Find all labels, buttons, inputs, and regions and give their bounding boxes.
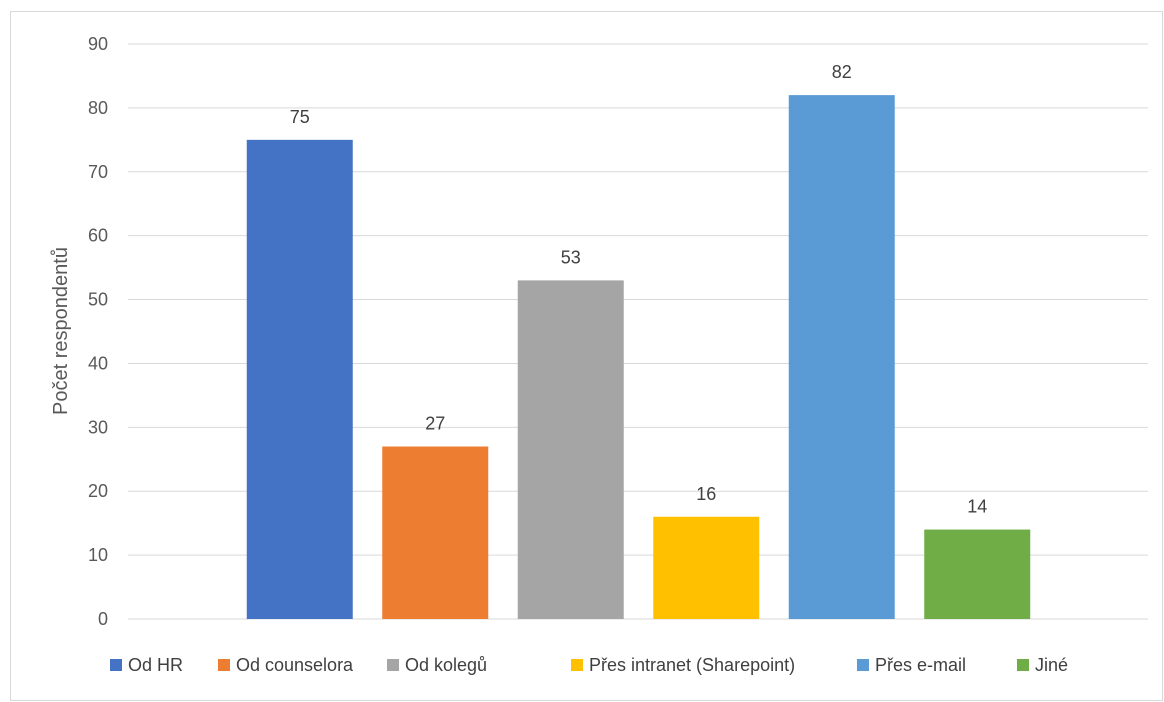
data-label: 53 [561, 247, 581, 267]
legend-label: Jiné [1035, 655, 1068, 675]
data-label: 82 [832, 62, 852, 82]
bar [517, 280, 624, 619]
legend-item: Od counselora [218, 655, 354, 675]
legend-label: Od counselora [236, 655, 354, 675]
y-tick-label: 40 [88, 353, 108, 373]
legend-swatch [1017, 659, 1029, 671]
data-label: 27 [425, 414, 445, 434]
data-label: 16 [696, 484, 716, 504]
legend-label: Od HR [128, 655, 183, 675]
y-tick-label: 80 [88, 98, 108, 118]
legend-swatch [571, 659, 583, 671]
y-tick-label: 70 [88, 162, 108, 182]
legend-label: Od kolegů [405, 655, 487, 675]
y-tick-label: 0 [98, 609, 108, 629]
data-label: 14 [967, 497, 987, 517]
legend: Od HR Od counselora Od kolegů Přes intranet… [110, 655, 1068, 675]
legend-item: Přes intranet (Sharepoint) [571, 655, 795, 675]
legend-item: Jiné [1017, 655, 1068, 675]
legend-swatch [387, 659, 399, 671]
legend-swatch [218, 659, 230, 671]
y-axis-ticks: 0 10 20 30 40 50 60 70 80 90 [88, 34, 108, 629]
y-tick-label: 60 [88, 226, 108, 246]
y-tick-label: 10 [88, 545, 108, 565]
legend-label: Přes e-mail [875, 655, 966, 675]
bar [924, 529, 1031, 619]
y-tick-label: 50 [88, 290, 108, 310]
bar [788, 95, 895, 620]
data-label: 75 [290, 107, 310, 127]
y-tick-label: 90 [88, 34, 108, 54]
bars [246, 95, 1031, 620]
legend-item: Přes e-mail [857, 655, 966, 675]
y-tick-label: 20 [88, 481, 108, 501]
legend-item: Od kolegů [387, 655, 487, 675]
bar [653, 516, 760, 619]
bar [246, 139, 353, 620]
legend-swatch [110, 659, 122, 671]
data-labels: 75 27 53 16 82 14 [290, 62, 988, 516]
legend-swatch [857, 659, 869, 671]
legend-item: Od HR [110, 655, 183, 675]
legend-label: Přes intranet (Sharepoint) [589, 655, 795, 675]
bar [382, 446, 489, 619]
y-axis-label: Počet respondentů [50, 247, 72, 415]
y-tick-label: 30 [88, 417, 108, 437]
